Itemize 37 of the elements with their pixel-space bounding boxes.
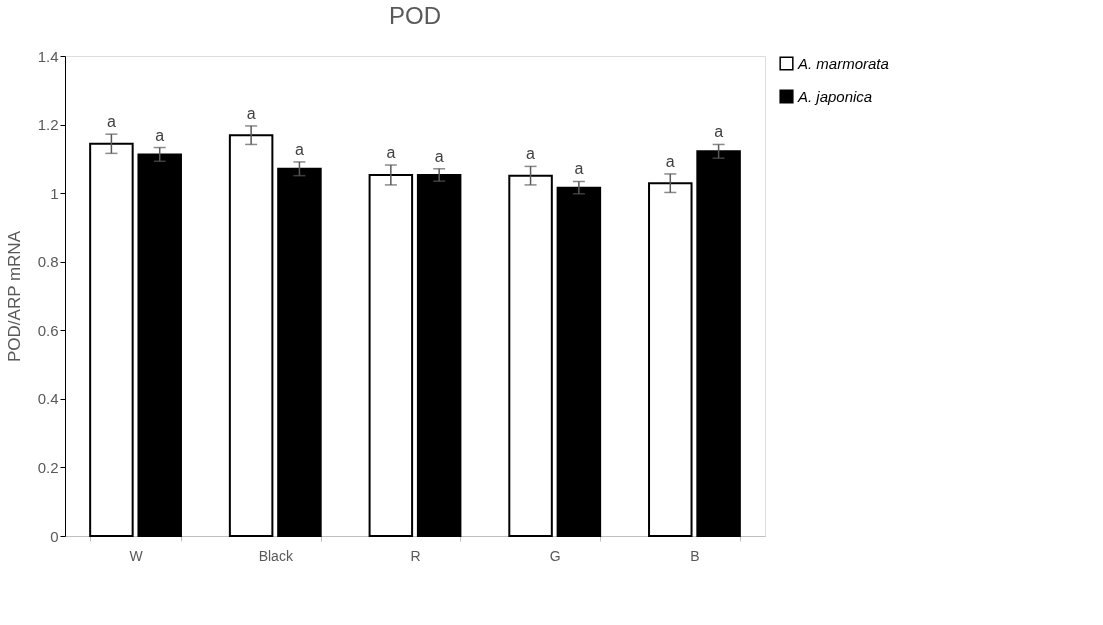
data-label: a <box>106 113 116 131</box>
bar <box>508 174 553 537</box>
y-tick-label: 1.4 <box>37 47 59 65</box>
data-label: a <box>294 140 304 158</box>
bar <box>89 142 134 537</box>
x-tick-label: W <box>129 547 144 564</box>
bar <box>277 167 322 537</box>
chart-title: POD <box>388 2 442 29</box>
bar <box>696 150 741 537</box>
bar <box>648 182 693 537</box>
y-tick-label: 0.8 <box>37 253 59 271</box>
bar <box>228 134 274 537</box>
legend-label: A. japonica <box>797 87 873 105</box>
y-tick-label: 0.6 <box>37 321 59 339</box>
x-tick-label: R <box>410 547 421 564</box>
y-tick-label: 1.2 <box>37 116 59 134</box>
data-label: a <box>665 152 675 170</box>
data-label: a <box>526 145 536 163</box>
data-label: a <box>246 104 256 122</box>
data-label: a <box>155 126 165 144</box>
bar <box>556 186 602 537</box>
x-tick-label: G <box>549 547 561 564</box>
x-tick-label: Black <box>258 547 294 564</box>
legend-label: A. marmorata <box>797 54 889 72</box>
data-label: a <box>386 144 396 162</box>
bar <box>416 173 462 537</box>
x-tick-label: B <box>690 547 700 564</box>
data-label: a <box>574 160 584 178</box>
data-label: a <box>714 123 724 141</box>
bar <box>137 153 182 537</box>
data-label: a <box>434 147 444 165</box>
y-tick-label: 0.2 <box>37 458 59 476</box>
y-tick-label: 0 <box>50 527 59 545</box>
y-axis-title: POD/ARP mRNA <box>4 230 24 362</box>
bar <box>368 173 414 537</box>
y-tick-label: 0.4 <box>37 390 59 408</box>
y-tick-label: 1 <box>50 184 59 202</box>
